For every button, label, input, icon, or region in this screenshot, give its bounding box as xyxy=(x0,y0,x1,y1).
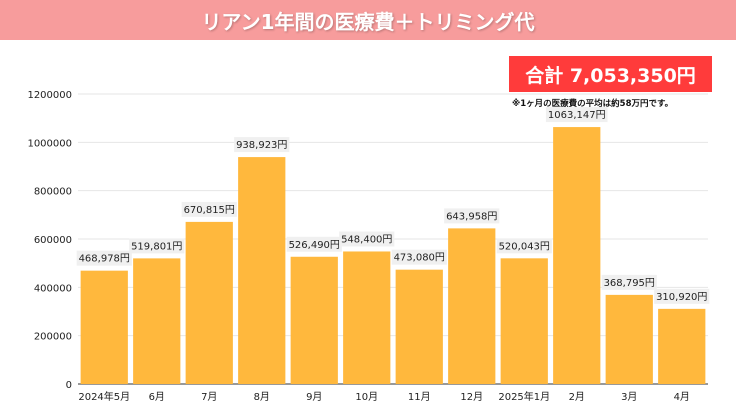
data-label-bg xyxy=(545,107,608,123)
data-label: 670,815円 xyxy=(184,205,235,216)
data-label: 938,923円 xyxy=(236,140,287,151)
bar xyxy=(605,294,653,384)
bar xyxy=(500,258,548,384)
bar xyxy=(343,251,391,384)
x-tick-label: 7月 xyxy=(201,391,217,403)
data-label: 473,080円 xyxy=(394,253,445,264)
data-label: 310,920円 xyxy=(656,292,707,303)
y-tick-label: 1200000 xyxy=(27,90,72,101)
data-label: 643,958円 xyxy=(446,211,497,222)
data-label-bg xyxy=(601,274,657,290)
x-tick-label: 8月 xyxy=(254,391,270,403)
x-tick-label: 9月 xyxy=(306,391,322,403)
y-tick-label: 800000 xyxy=(34,187,72,198)
bar xyxy=(395,269,443,384)
average-note: ※1ヶ月の医療費の平均は約58万円です。 xyxy=(512,99,674,109)
chart-title: リアン1年間の医療費＋トリミング代 xyxy=(201,9,535,34)
total-badge: 合計 7,053,350円 xyxy=(509,56,712,92)
data-label-bg xyxy=(76,250,132,266)
data-label-bg xyxy=(286,236,342,252)
y-tick-label: 400000 xyxy=(34,283,72,294)
bar xyxy=(448,228,496,384)
y-tick-label: 1000000 xyxy=(27,138,72,149)
x-tick-label: 10月 xyxy=(355,391,378,403)
y-tick-label: 200000 xyxy=(34,332,72,343)
bar xyxy=(658,308,706,384)
data-label-bg xyxy=(654,288,710,304)
data-label: 368,795円 xyxy=(604,278,655,289)
data-label-bg xyxy=(181,201,237,217)
data-label-bg xyxy=(234,137,290,153)
x-tick-label: 4月 xyxy=(674,391,690,403)
data-label-bg xyxy=(339,231,395,247)
data-label-bg xyxy=(391,249,447,265)
chart-title-banner: リアン1年間の医療費＋トリミング代 xyxy=(0,0,736,40)
bar xyxy=(238,157,286,384)
x-tick-label: 2024年5月 xyxy=(78,390,130,403)
bar xyxy=(80,270,128,384)
data-label: 1063,147円 xyxy=(548,110,606,121)
y-tick-label: 0 xyxy=(66,380,72,391)
data-label: 548,400円 xyxy=(341,234,392,245)
data-label: 519,801円 xyxy=(131,241,182,252)
data-label: 468,978円 xyxy=(79,254,130,265)
bar xyxy=(185,221,233,384)
x-tick-label: 6月 xyxy=(149,391,165,403)
x-tick-label: 2025年1月 xyxy=(498,390,550,403)
data-label: 526,490円 xyxy=(289,240,340,251)
x-tick-label: 12月 xyxy=(460,391,483,403)
y-tick-label: 600000 xyxy=(34,235,72,246)
data-label-bg xyxy=(129,238,185,254)
bar xyxy=(290,256,338,384)
x-tick-label: 2月 xyxy=(569,391,585,403)
bar xyxy=(553,127,601,384)
x-tick-label: 3月 xyxy=(621,391,637,403)
data-label-bg xyxy=(444,208,500,224)
bar xyxy=(133,258,181,384)
data-label: 520,043円 xyxy=(499,241,550,252)
data-label-bg xyxy=(496,238,552,254)
x-tick-label: 11月 xyxy=(408,391,431,403)
